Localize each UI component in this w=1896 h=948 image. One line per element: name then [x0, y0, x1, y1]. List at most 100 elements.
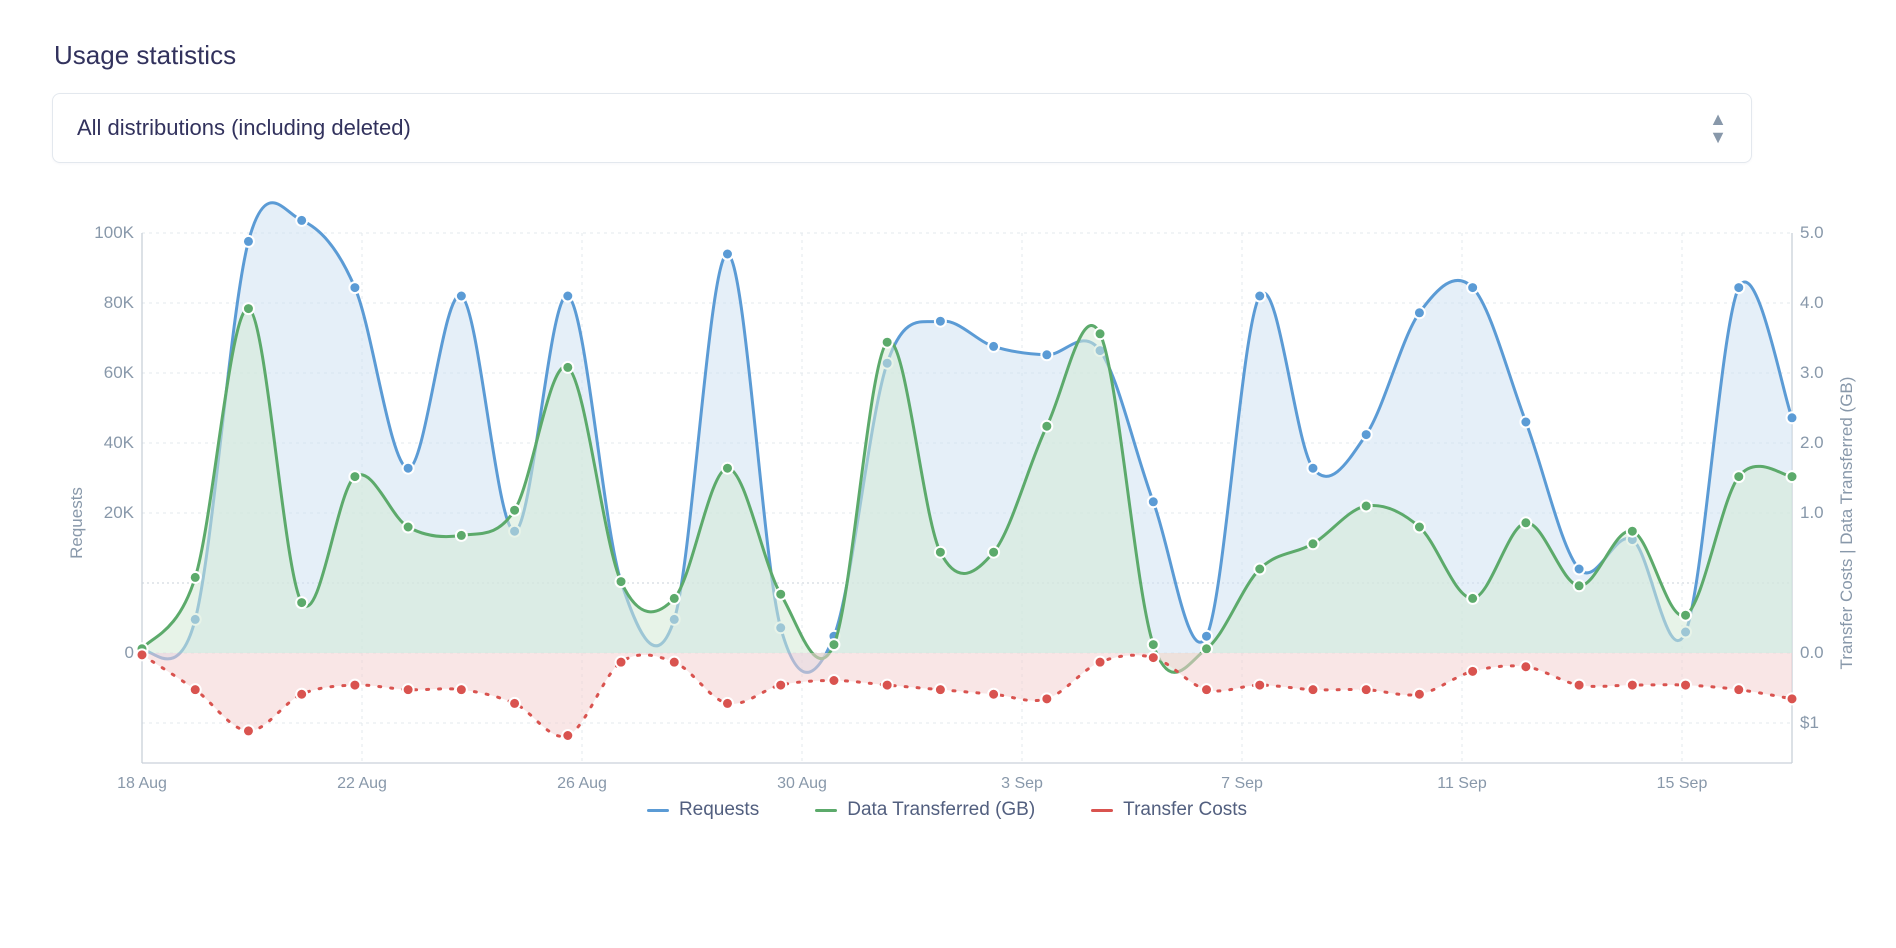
data-point-data-transferred-gb--22[interactable] [1307, 538, 1318, 549]
data-point-data-transferred-gb--31[interactable] [1787, 471, 1798, 482]
data-point-requests-5[interactable] [403, 463, 414, 474]
svg-text:1.0: 1.0 [1800, 503, 1824, 522]
data-point-transfer-costs-7[interactable] [509, 698, 520, 709]
data-point-data-transferred-gb--4[interactable] [349, 471, 360, 482]
data-point-transfer-costs-26[interactable] [1520, 661, 1531, 672]
data-point-transfer-costs-4[interactable] [349, 680, 360, 691]
data-point-requests-15[interactable] [935, 316, 946, 327]
data-point-transfer-costs-17[interactable] [1041, 693, 1052, 704]
data-point-data-transferred-gb--1[interactable] [190, 572, 201, 583]
data-point-transfer-costs-28[interactable] [1627, 680, 1638, 691]
data-point-data-transferred-gb--12[interactable] [775, 589, 786, 600]
data-point-data-transferred-gb--27[interactable] [1574, 580, 1585, 591]
data-point-transfer-costs-1[interactable] [190, 684, 201, 695]
legend-item-requests[interactable]: Requests [647, 799, 759, 821]
right-axis-ticks: 5.0 4.0 3.0 2.0 1.0 0.0 $1 [1800, 223, 1824, 732]
data-point-transfer-costs-5[interactable] [403, 684, 414, 695]
data-point-requests-3[interactable] [296, 215, 307, 226]
data-point-data-transferred-gb--16[interactable] [988, 547, 999, 558]
data-point-requests-26[interactable] [1520, 417, 1531, 428]
data-point-data-transferred-gb--10[interactable] [669, 593, 680, 604]
data-point-requests-31[interactable] [1787, 412, 1798, 423]
data-point-data-transferred-gb--29[interactable] [1680, 610, 1691, 621]
data-point-requests-22[interactable] [1307, 463, 1318, 474]
data-point-transfer-costs-2[interactable] [243, 725, 254, 736]
data-point-data-transferred-gb--25[interactable] [1467, 593, 1478, 604]
data-point-transfer-costs-22[interactable] [1307, 684, 1318, 695]
data-point-requests-16[interactable] [988, 341, 999, 352]
data-point-transfer-costs-23[interactable] [1361, 684, 1372, 695]
data-transferred-legend-swatch [815, 809, 837, 812]
data-point-data-transferred-gb--13[interactable] [828, 639, 839, 650]
data-point-transfer-costs-20[interactable] [1201, 684, 1212, 695]
data-point-requests-11[interactable] [722, 249, 733, 260]
data-point-transfer-costs-19[interactable] [1148, 652, 1159, 663]
data-point-transfer-costs-8[interactable] [562, 730, 573, 741]
svg-text:20K: 20K [104, 503, 135, 522]
data-point-data-transferred-gb--11[interactable] [722, 463, 733, 474]
data-point-data-transferred-gb--18[interactable] [1095, 328, 1106, 339]
data-point-requests-8[interactable] [562, 291, 573, 302]
data-point-transfer-costs-24[interactable] [1414, 689, 1425, 700]
data-point-transfer-costs-9[interactable] [616, 657, 627, 668]
data-point-requests-4[interactable] [349, 282, 360, 293]
data-point-transfer-costs-12[interactable] [775, 680, 786, 691]
data-point-transfer-costs-11[interactable] [722, 698, 733, 709]
data-point-data-transferred-gb--30[interactable] [1733, 471, 1744, 482]
data-point-requests-24[interactable] [1414, 307, 1425, 318]
data-point-transfer-costs-25[interactable] [1467, 666, 1478, 677]
data-point-requests-2[interactable] [243, 236, 254, 247]
data-point-transfer-costs-30[interactable] [1733, 684, 1744, 695]
data-point-data-transferred-gb--26[interactable] [1520, 517, 1531, 528]
svg-text:40K: 40K [104, 433, 135, 452]
data-point-transfer-costs-3[interactable] [296, 689, 307, 700]
data-point-requests-21[interactable] [1254, 291, 1265, 302]
series-area-transfer-costs [142, 653, 1792, 736]
distributions-dropdown[interactable]: All distributions (including deleted) ▲ ▼ [52, 93, 1752, 163]
data-point-requests-25[interactable] [1467, 282, 1478, 293]
data-point-data-transferred-gb--7[interactable] [509, 505, 520, 516]
right-axis-title: Transfer Costs | Data Transferred (GB) [1837, 377, 1856, 670]
legend-label-data-transferred: Data Transferred (GB) [847, 799, 1035, 821]
data-point-requests-27[interactable] [1574, 564, 1585, 575]
data-point-data-transferred-gb--20[interactable] [1201, 643, 1212, 654]
legend-item-data-transferred[interactable]: Data Transferred (GB) [815, 799, 1035, 821]
left-axis-ticks: 100K 80K 60K 40K 20K 0 [94, 223, 134, 662]
data-point-data-transferred-gb--3[interactable] [296, 597, 307, 608]
data-point-transfer-costs-13[interactable] [828, 675, 839, 686]
data-point-data-transferred-gb--5[interactable] [403, 522, 414, 533]
data-point-data-transferred-gb--6[interactable] [456, 530, 467, 541]
svg-text:11 Sep: 11 Sep [1437, 775, 1487, 792]
data-point-requests-19[interactable] [1148, 496, 1159, 507]
data-point-transfer-costs-10[interactable] [669, 657, 680, 668]
data-point-data-transferred-gb--2[interactable] [243, 303, 254, 314]
data-point-data-transferred-gb--28[interactable] [1627, 526, 1638, 537]
data-point-transfer-costs-18[interactable] [1095, 657, 1106, 668]
data-point-transfer-costs-29[interactable] [1680, 680, 1691, 691]
chart-legend: Requests Data Transferred (GB) Transfer … [52, 799, 1842, 821]
data-point-data-transferred-gb--19[interactable] [1148, 639, 1159, 650]
data-point-requests-17[interactable] [1041, 349, 1052, 360]
x-axis-ticks: 18 Aug 22 Aug 26 Aug 30 Aug 3 Sep 7 Sep … [117, 775, 1707, 792]
data-point-transfer-costs-0[interactable] [137, 649, 148, 660]
data-point-requests-6[interactable] [456, 291, 467, 302]
legend-item-transfer-costs[interactable]: Transfer Costs [1091, 799, 1247, 821]
data-point-data-transferred-gb--21[interactable] [1254, 564, 1265, 575]
data-point-transfer-costs-21[interactable] [1254, 680, 1265, 691]
data-point-data-transferred-gb--8[interactable] [562, 362, 573, 373]
data-point-transfer-costs-31[interactable] [1787, 693, 1798, 704]
data-point-data-transferred-gb--17[interactable] [1041, 421, 1052, 432]
data-point-transfer-costs-15[interactable] [935, 684, 946, 695]
data-point-data-transferred-gb--24[interactable] [1414, 522, 1425, 533]
data-point-requests-23[interactable] [1361, 429, 1372, 440]
data-point-transfer-costs-14[interactable] [882, 680, 893, 691]
data-point-data-transferred-gb--14[interactable] [882, 337, 893, 348]
data-point-requests-20[interactable] [1201, 631, 1212, 642]
data-point-data-transferred-gb--15[interactable] [935, 547, 946, 558]
data-point-data-transferred-gb--23[interactable] [1361, 501, 1372, 512]
data-point-transfer-costs-27[interactable] [1574, 680, 1585, 691]
data-point-transfer-costs-6[interactable] [456, 684, 467, 695]
data-point-requests-30[interactable] [1733, 282, 1744, 293]
data-point-transfer-costs-16[interactable] [988, 689, 999, 700]
data-point-data-transferred-gb--9[interactable] [616, 576, 627, 587]
